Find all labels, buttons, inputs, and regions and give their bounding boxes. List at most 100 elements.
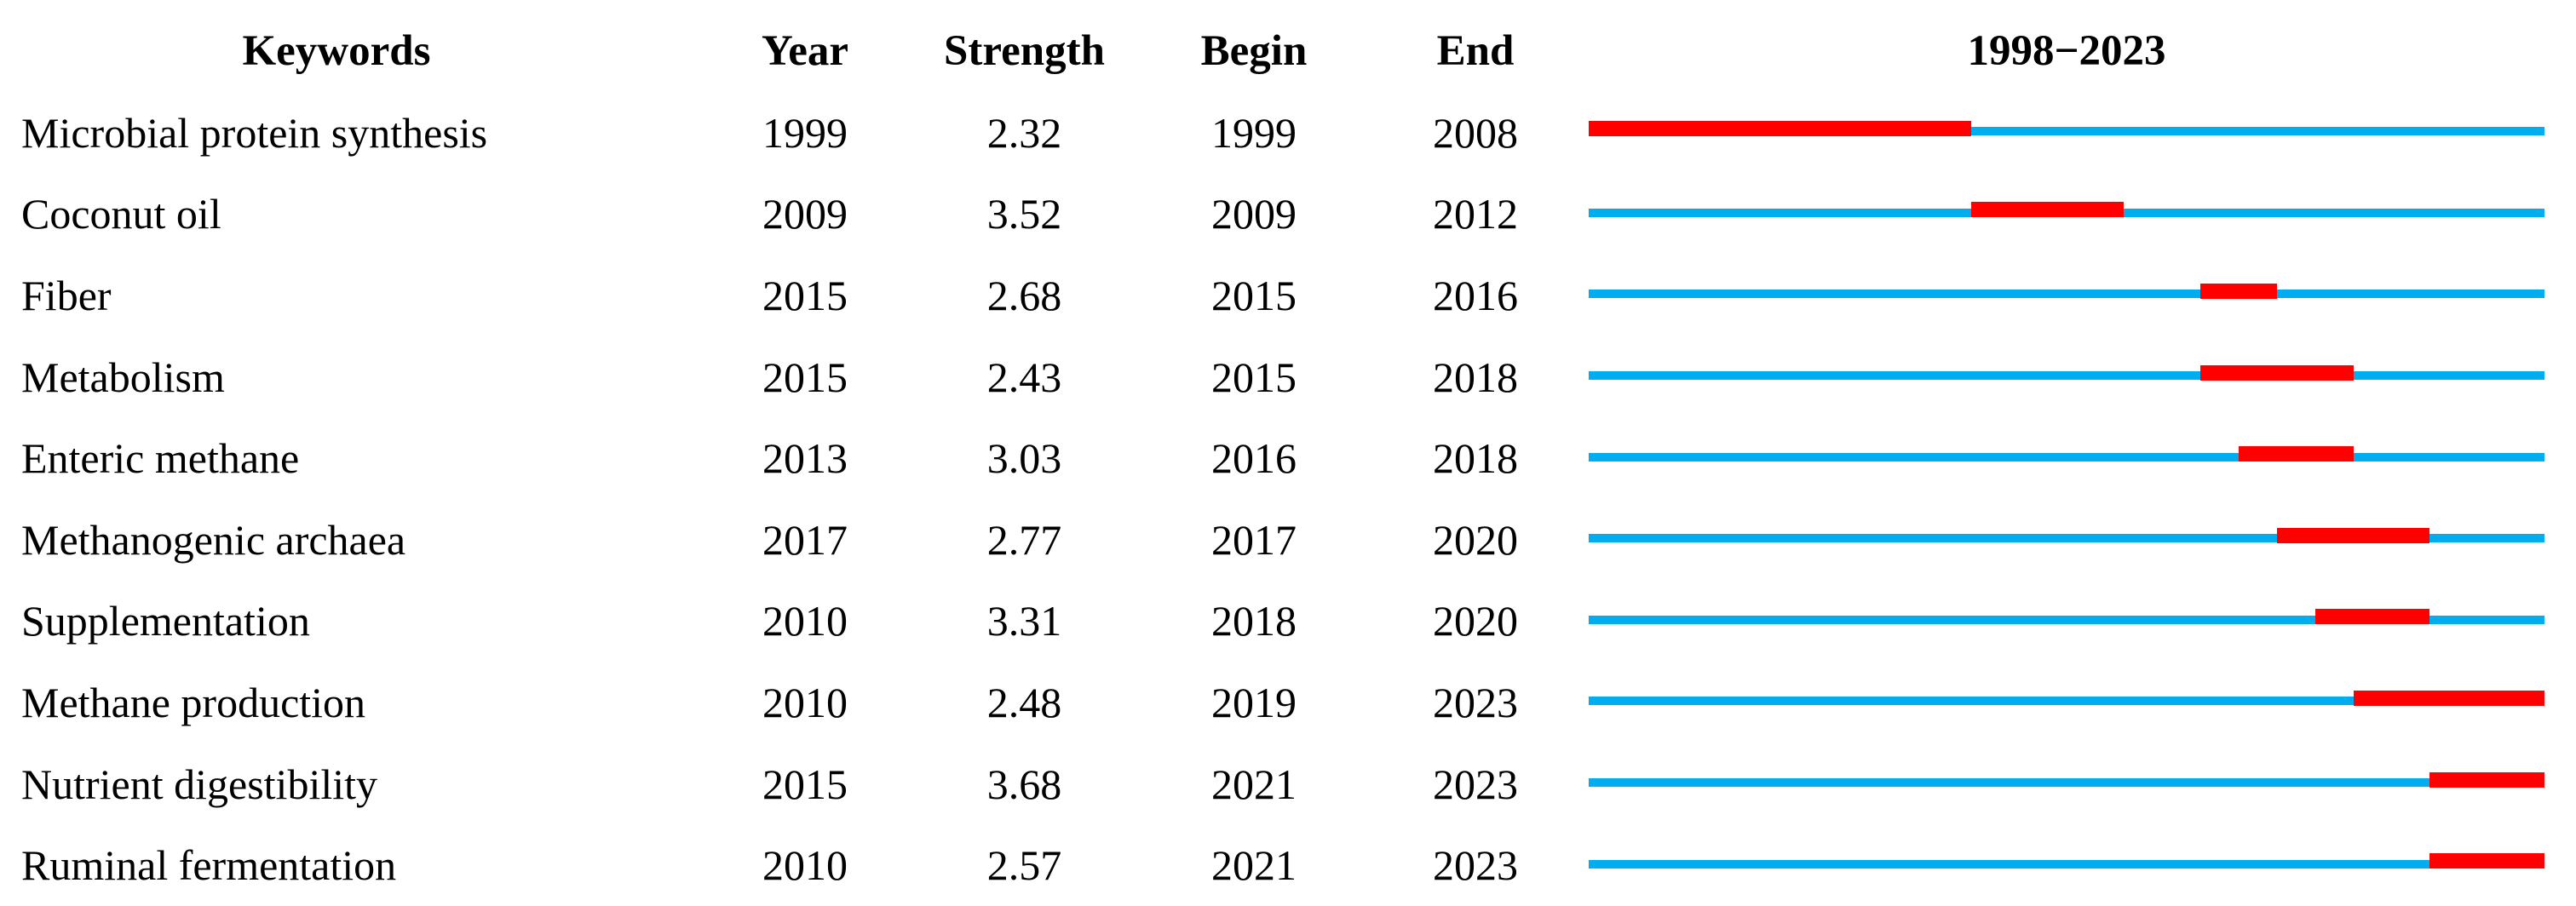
begin-cell: 2017	[1211, 515, 1297, 564]
keyword-cell: Enteric methane	[21, 434, 300, 483]
burst-bar	[1589, 120, 1971, 136]
timeline-cell	[1555, 609, 2576, 628]
strength-cell: 3.68	[986, 760, 1062, 808]
timeline-baseline-bar	[1589, 290, 2544, 299]
year-cell: 2015	[762, 353, 848, 401]
year-cell: 2013	[762, 434, 848, 483]
timeline-cell	[1555, 771, 2576, 792]
timeline-baseline-bar	[1589, 697, 2544, 706]
timeline-track	[1589, 853, 2544, 869]
timeline-track	[1589, 609, 2544, 625]
end-cell: 2023	[1433, 841, 1518, 890]
col-header-timeline: 1998−2023	[1555, 26, 2576, 75]
burst-bar	[2200, 364, 2354, 381]
timeline-track	[1589, 202, 2544, 218]
burst-bar	[2276, 527, 2430, 543]
col-header-begin: Begin	[1200, 26, 1308, 75]
table-row: Enteric methane 2013 3.03 2016 2018	[0, 417, 2576, 499]
strength-cell: 3.52	[986, 190, 1062, 238]
keyword-cell: Ruminal fermentation	[21, 841, 397, 890]
begin-cell: 2019	[1211, 678, 1297, 726]
year-cell: 2009	[762, 190, 848, 238]
table-row: Ruminal fermentation 2010 2.57 2021 2023	[0, 824, 2576, 906]
begin-cell: 2021	[1211, 841, 1297, 890]
table-row: Methanogenic archaea 2017 2.77 2017 2020	[0, 499, 2576, 581]
end-cell: 2020	[1433, 597, 1518, 645]
begin-cell: 2016	[1211, 434, 1297, 483]
table-row: Microbial protein synthesis 1999 2.32 19…	[0, 92, 2576, 174]
begin-cell: 2018	[1211, 597, 1297, 645]
timeline-baseline-bar	[1589, 452, 2544, 462]
begin-cell: 2015	[1211, 271, 1297, 319]
timeline-range-label: 1998−2023	[1967, 26, 2166, 75]
end-cell: 2016	[1433, 271, 1518, 319]
timeline-cell	[1555, 120, 2576, 140]
end-cell: 2023	[1433, 760, 1518, 808]
year-cell: 2015	[762, 271, 848, 319]
keyword-cell: Nutrient digestibility	[21, 760, 378, 808]
end-cell: 2018	[1433, 434, 1518, 483]
end-cell: 2023	[1433, 678, 1518, 726]
begin-cell: 2015	[1211, 353, 1297, 401]
keyword-cell: Methane production	[21, 678, 366, 726]
col-header-keywords: Keywords	[242, 26, 431, 75]
table-row: Metabolism 2015 2.43 2015 2018	[0, 336, 2576, 418]
burst-bar	[2429, 853, 2544, 869]
year-cell: 1999	[762, 108, 848, 157]
table-row: Methane production 2010 2.48 2019 2023	[0, 662, 2576, 743]
table-body: Microbial protein synthesis 1999 2.32 19…	[0, 92, 2576, 906]
burst-bar	[2353, 690, 2544, 706]
year-cell: 2010	[762, 678, 848, 726]
timeline-track	[1589, 446, 2544, 462]
timeline-baseline-bar	[1589, 615, 2544, 624]
keyword-cell: Microbial protein synthesis	[21, 108, 488, 157]
year-cell: 2010	[762, 597, 848, 645]
timeline-track	[1589, 120, 2544, 136]
col-header-year: Year	[762, 26, 848, 75]
timeline-track	[1589, 527, 2544, 543]
timeline-baseline-bar	[1589, 534, 2544, 543]
header-row: Keywords Year Strength Begin End 1998−20…	[0, 0, 2576, 92]
timeline-cell	[1555, 283, 2576, 303]
table-row: Coconut oil 2009 3.52 2009 2012	[0, 174, 2576, 255]
strength-cell: 2.48	[986, 678, 1062, 726]
timeline-track	[1589, 771, 2544, 788]
col-header-end: End	[1436, 26, 1515, 75]
burst-bar	[1970, 202, 2125, 218]
keyword-cell: Supplementation	[21, 597, 310, 645]
strength-cell: 2.57	[986, 841, 1062, 890]
timeline-baseline-bar	[1589, 127, 2544, 136]
strength-cell: 2.32	[986, 108, 1062, 157]
year-cell: 2015	[762, 760, 848, 808]
begin-cell: 2009	[1211, 190, 1297, 238]
table-row: Supplementation 2010 3.31 2018 2020	[0, 581, 2576, 662]
timeline-baseline-bar	[1589, 859, 2544, 869]
strength-cell: 2.68	[986, 271, 1062, 319]
col-header-strength: Strength	[944, 26, 1105, 75]
burst-bar	[2314, 609, 2430, 625]
timeline-cell	[1555, 527, 2576, 548]
strength-cell: 3.03	[986, 434, 1062, 483]
end-cell: 2012	[1433, 190, 1518, 238]
end-cell: 2008	[1433, 108, 1518, 157]
timeline-cell	[1555, 202, 2576, 221]
burst-bar	[2429, 771, 2544, 788]
begin-cell: 1999	[1211, 108, 1297, 157]
end-cell: 2018	[1433, 353, 1518, 401]
keyword-cell: Methanogenic archaea	[21, 515, 406, 564]
timeline-baseline-bar	[1589, 778, 2544, 788]
timeline-track	[1589, 283, 2544, 299]
table-row: Nutrient digestibility 2015 3.68 2021 20…	[0, 743, 2576, 825]
timeline-cell	[1555, 446, 2576, 466]
timeline-track	[1589, 364, 2544, 381]
timeline-baseline-bar	[1589, 371, 2544, 381]
strength-cell: 2.43	[986, 353, 1062, 401]
keyword-cell: Metabolism	[21, 353, 225, 401]
timeline-cell	[1555, 690, 2576, 710]
begin-cell: 2021	[1211, 760, 1297, 808]
keyword-cell: Fiber	[21, 271, 112, 319]
year-cell: 2010	[762, 841, 848, 890]
timeline-cell	[1555, 853, 2576, 873]
burst-bar	[2200, 283, 2277, 299]
